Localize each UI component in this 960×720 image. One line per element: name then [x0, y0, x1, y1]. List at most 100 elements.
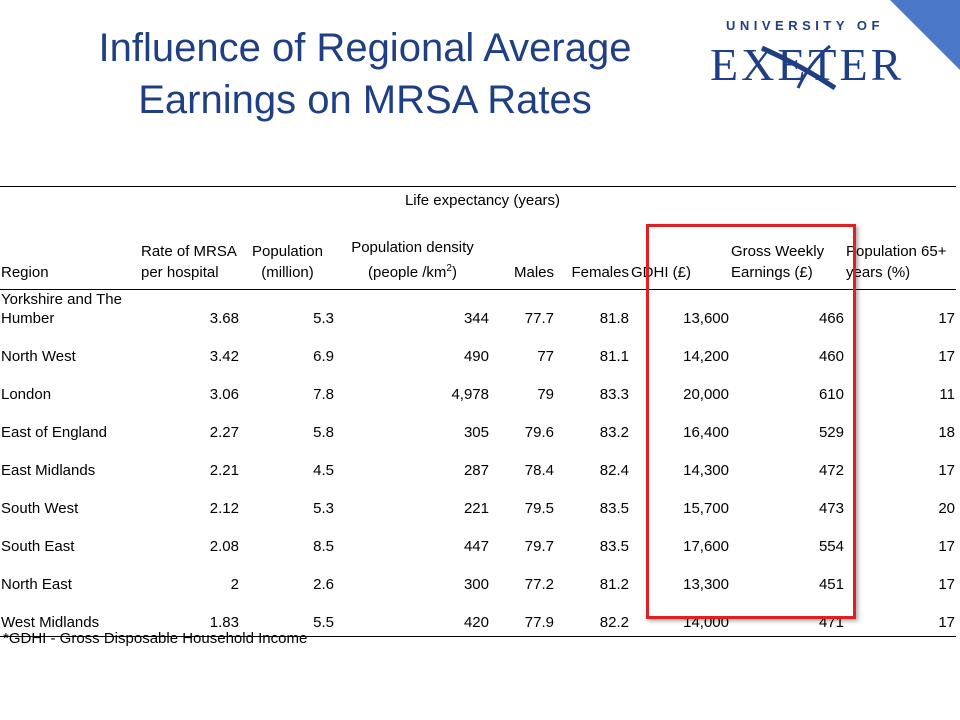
footnote: *GDHI - Gross Disposable Household Incom… [3, 630, 308, 647]
table-row: South West 2.12 5.3 221 79.5 83.5 15,700 473 20 [0, 484, 956, 522]
cell-males: 79.5 [524, 500, 554, 517]
cell-females: 81.8 [599, 310, 629, 327]
cell-gdhi: 20,000 [683, 386, 729, 403]
cell-gdhi: 15,700 [683, 500, 729, 517]
cell-region: South East [1, 538, 75, 555]
cell-population: 5.5 [240, 598, 335, 637]
cell-pop65: 18 [938, 424, 955, 441]
header-earnings: Gross Weekly Earnings (£) [730, 235, 845, 290]
cell-mrsa-rate: 2.27 [209, 424, 239, 441]
cell-earnings: 466 [818, 310, 844, 327]
table-row: North West 3.42 6.9 490 77 81.1 14,200 460 17 [0, 332, 956, 370]
cell-pop65: 17 [938, 348, 955, 365]
header-mrsa-rate: Rate of MRSA per hospital [140, 235, 240, 290]
cell-pop65: 17 [845, 598, 956, 637]
cell-gdhi: 14,300 [683, 462, 729, 479]
cell-earnings: 554 [818, 538, 844, 555]
cell-mrsa-rate: 1.83 [140, 598, 240, 637]
cell-females: 83.3 [599, 386, 629, 403]
cell-region: London [1, 386, 52, 403]
table-row: East of England 2.27 5.8 305 79.6 83.2 16,400 5… [0, 408, 956, 446]
cell-females: 81.2 [599, 576, 629, 593]
table-row: South East 2.08 8.5 447 79.7 83.5 17,600 554 17 [0, 522, 956, 560]
cell-region: North West [1, 348, 76, 365]
cell-earnings: 460 [818, 348, 844, 365]
cell-males: 79.6 [524, 424, 554, 441]
header-population: Population (million) [240, 235, 335, 290]
table-row: North East 2 2.6 300 77.2 81.2 13,300 451 17 [0, 560, 956, 598]
cell-pop65: 20 [938, 500, 955, 517]
cell-pop65: 17 [938, 462, 955, 479]
cell-earnings: 610 [818, 386, 844, 403]
title-line-2: Earnings on MRSA Rates [138, 78, 592, 122]
cell-mrsa-rate: 3.06 [209, 386, 239, 403]
cell-males: 78.4 [524, 462, 554, 479]
cell-density: 287 [463, 462, 489, 479]
life-expectancy-header: Life expectancy (years) [335, 186, 630, 235]
table-body: Yorkshire and The Humber 3.68 5.3 344 77.7 81… [0, 290, 956, 637]
cell-population: 5.8 [313, 424, 334, 441]
cell-region: North East [1, 576, 72, 593]
header-density-sup: 2 [446, 263, 452, 274]
cell-gdhi: 14,200 [683, 348, 729, 365]
logo-word: EXETER [710, 39, 905, 90]
cell-females: 82.4 [599, 462, 629, 479]
cell-density: 305 [463, 424, 489, 441]
title-line-1: Influence of Regional Average [98, 26, 632, 70]
cell-density: 221 [463, 500, 489, 517]
cell-density: 4,978 [451, 386, 489, 403]
cell-mrsa-rate: 2 [230, 576, 239, 593]
cell-males: 77.7 [524, 310, 554, 327]
table-row: East Midlands 2.21 4.5 287 78.4 82.4 14,300 472… [0, 446, 956, 484]
logo-swoosh-icon [760, 44, 837, 90]
cell-pop65: 17 [938, 576, 955, 593]
cell-population: 6.9 [313, 348, 334, 365]
slide-title: Influence of Regional Average Earnings o… [40, 22, 690, 126]
cell-males: 77.9 [490, 598, 555, 637]
cell-density: 447 [463, 538, 489, 555]
cell-gdhi: 17,600 [683, 538, 729, 555]
earnings-highlight-box [646, 224, 856, 619]
header-females: Females [555, 235, 630, 290]
table-row: Yorkshire and The Humber 3.68 5.3 344 77.7 81… [0, 290, 956, 333]
cell-region: East Midlands [1, 462, 96, 479]
cell-region: West Midlands [0, 598, 140, 637]
cell-females: 82.2 [555, 598, 630, 637]
header-density-close: ) [451, 264, 457, 281]
cell-density: 300 [463, 576, 489, 593]
cell-pop65: 11 [939, 386, 955, 403]
cell-earnings: 529 [818, 424, 844, 441]
cell-density: 420 [335, 598, 490, 637]
cell-mrsa-rate: 2.08 [209, 538, 239, 555]
header-pop65: Population 65+ years (%) [845, 235, 956, 290]
cell-mrsa-rate: 2.12 [209, 500, 239, 517]
cell-population: 5.3 [313, 500, 334, 517]
cell-males: 79 [537, 386, 554, 403]
university-logo: UNIVERSITY OF EXETER [710, 18, 901, 90]
cell-earnings: 473 [818, 500, 844, 517]
cell-gdhi: 16,400 [683, 424, 729, 441]
cell-density: 344 [463, 310, 489, 327]
cell-density: 490 [463, 348, 489, 365]
cell-earnings: 472 [818, 462, 844, 479]
header-density: Population density (people /km2) [335, 235, 490, 290]
cell-males: 77 [537, 348, 554, 365]
cell-population: 8.5 [313, 538, 334, 555]
cell-mrsa-rate: 3.68 [209, 310, 239, 327]
cell-region: East of England [1, 424, 107, 441]
cell-males: 79.7 [524, 538, 554, 555]
cell-pop65: 17 [938, 538, 955, 555]
cell-mrsa-rate: 3.42 [209, 348, 239, 365]
corner-decoration [890, 0, 960, 70]
header-region: Region [0, 235, 140, 290]
cell-mrsa-rate: 2.21 [209, 462, 239, 479]
cell-population: 4.5 [313, 462, 334, 479]
cell-earnings: 451 [818, 576, 844, 593]
cell-region: Yorkshire and The Humber [1, 291, 122, 327]
logo-top-text: UNIVERSITY OF [726, 18, 884, 33]
header-density-text: Population density (people /km [351, 239, 474, 281]
header-males: Males [490, 235, 555, 290]
cell-females: 81.1 [599, 348, 629, 365]
cell-population: 7.8 [313, 386, 334, 403]
cell-females: 83.2 [599, 424, 629, 441]
